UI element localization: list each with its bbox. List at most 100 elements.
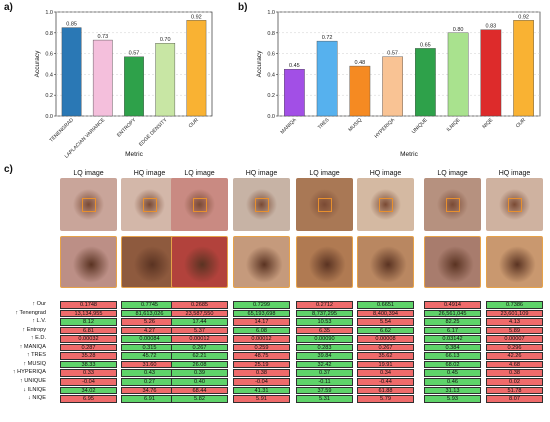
chart-b-category-label: HYPERIQA — [374, 117, 397, 140]
table-cell: 0.259 — [233, 343, 290, 352]
chart-a-bar — [124, 56, 144, 117]
chart-b-bar — [480, 29, 502, 117]
table-cell: 5.79 — [357, 395, 414, 403]
table-cell: 8.12 — [60, 318, 117, 326]
chart-a-category-label: TENENGRAD — [49, 117, 76, 144]
zoomed-image — [296, 236, 353, 288]
table-cell: 0.40 — [171, 377, 228, 386]
zoom-region-box — [508, 198, 522, 212]
table-cell: 23,587,550 — [171, 309, 228, 318]
table-cell: 0.43 — [121, 369, 178, 377]
table-cell: 0.4914 — [424, 301, 481, 309]
zoom-region-box — [255, 198, 269, 212]
table-cell: 68.02 — [424, 360, 481, 369]
table-cell: 0.00090 — [296, 335, 353, 343]
panel-b-label: b) — [238, 2, 248, 13]
zoomed-image — [121, 236, 178, 288]
chart-a-value-label: 0.92 — [191, 14, 202, 20]
chart-a-ytick-label: 0.6 — [45, 52, 53, 58]
table-cell: 23,601,109 — [486, 309, 543, 318]
chart-a-category-label: OUR — [188, 117, 200, 129]
table-cell: 0.00012 — [171, 335, 228, 343]
table-cell: 0.38 — [233, 369, 290, 377]
chart-b-bar — [447, 32, 469, 117]
table-cell: 0.34 — [357, 369, 414, 377]
table-cell: 31.13 — [424, 386, 481, 395]
chart-b-bar — [316, 40, 338, 117]
table-cell: 0.00032 — [60, 335, 117, 343]
table-cell: 0.287 — [60, 343, 117, 352]
metric-label: ↑ E.D. — [30, 335, 46, 342]
table-cell: 19.91 — [357, 360, 414, 369]
chart-a-ytick-label: 0.4 — [45, 72, 53, 78]
table-cell: 0.37 — [296, 369, 353, 377]
chart-b-category-label: OUR — [515, 117, 527, 129]
metric-label: ↑ L.V. — [32, 318, 46, 325]
chart-b-bar — [382, 56, 403, 117]
table-cell: 35.28 — [60, 352, 117, 360]
table-cell: 48.75 — [233, 352, 290, 360]
table-cell: 0.2685 — [171, 301, 228, 309]
chart-b-category-label: MUSIQ — [347, 117, 363, 133]
chart-b-value-label: 0.72 — [322, 35, 333, 41]
sample-image — [486, 178, 543, 231]
chart-a-ytick-label: 1.0 — [45, 10, 53, 16]
table-cell: 0.283 — [296, 343, 353, 352]
table-cell: 0.02 — [486, 377, 543, 386]
table-cell: 68.44 — [171, 386, 228, 395]
chart-b-value-label: 0.65 — [420, 42, 431, 48]
chart-a-ytick-label: 0.2 — [45, 93, 53, 99]
zoom-region-box — [379, 198, 393, 212]
chart-a-bar — [92, 39, 113, 117]
chart-b-value-label: 0.57 — [387, 51, 398, 57]
table-cell: 0.39 — [171, 369, 228, 377]
chart-a-value-label: 0.85 — [66, 22, 77, 28]
sample-image — [357, 178, 414, 231]
metric-label: ↑ Entropy — [22, 326, 46, 333]
table-cell: 6.81 — [60, 326, 117, 335]
table-cell: 6.91 — [121, 395, 178, 403]
table-cell: 0.2712 — [296, 301, 353, 309]
chart-a-ylabel: Accuracy — [34, 50, 41, 77]
table-cell: 38.33 — [60, 360, 117, 369]
metric-label: ↑ MUSIQ — [23, 360, 46, 367]
table-cell: 26.08 — [171, 360, 228, 369]
panel-a-label: a) — [4, 2, 13, 13]
chart-a-ytick-label: 0.0 — [45, 114, 53, 120]
table-cell: 0.45 — [424, 369, 481, 377]
chart-a-value-label: 0.73 — [97, 34, 108, 40]
zoom-region-box — [143, 198, 157, 212]
metric-label: ↑ Tenengrad — [15, 309, 46, 316]
chart-a-ytick-label: 0.8 — [45, 31, 53, 37]
table-cell: 51.78 — [486, 386, 543, 395]
column-title: HQ image — [133, 170, 166, 177]
table-cell: -0.04 — [60, 377, 117, 386]
sample-image — [296, 178, 353, 231]
table-cell: -0.04 — [233, 377, 290, 386]
table-cell: 6.62 — [357, 326, 414, 335]
zoom-region-box — [193, 198, 207, 212]
table-cell: 0.384 — [424, 343, 481, 352]
table-cell: 6.08 — [233, 326, 290, 335]
table-cell: 35.62 — [357, 352, 414, 360]
table-cell: -0.11 — [296, 377, 353, 386]
table-cell: 5.89 — [486, 326, 543, 335]
chart-b-value-label: 0.45 — [289, 63, 300, 69]
chart-a-bar — [155, 43, 176, 117]
chart-a-value-label: 0.57 — [129, 51, 140, 57]
table-cell: 8.07 — [486, 395, 543, 403]
table-cell: 4.68 — [486, 360, 543, 369]
table-cell: 31.60 — [121, 360, 178, 369]
chart-b-value-label: 0.83 — [486, 24, 497, 30]
table-cell: 41.31 — [233, 386, 290, 395]
table-cell: 32.42 — [296, 360, 353, 369]
chart-a-category-label: ENTROPY — [116, 117, 138, 139]
table-cell: 0.267 — [171, 343, 228, 352]
metric-label: ↓ ILNIQE — [23, 386, 46, 393]
table-cell: 0.46 — [424, 377, 481, 386]
zoomed-image — [357, 236, 414, 288]
table-cell: 0.33 — [60, 369, 117, 377]
zoomed-image — [60, 236, 117, 288]
table-cell: 0.7745 — [121, 301, 178, 309]
column-title: HQ image — [369, 170, 402, 177]
